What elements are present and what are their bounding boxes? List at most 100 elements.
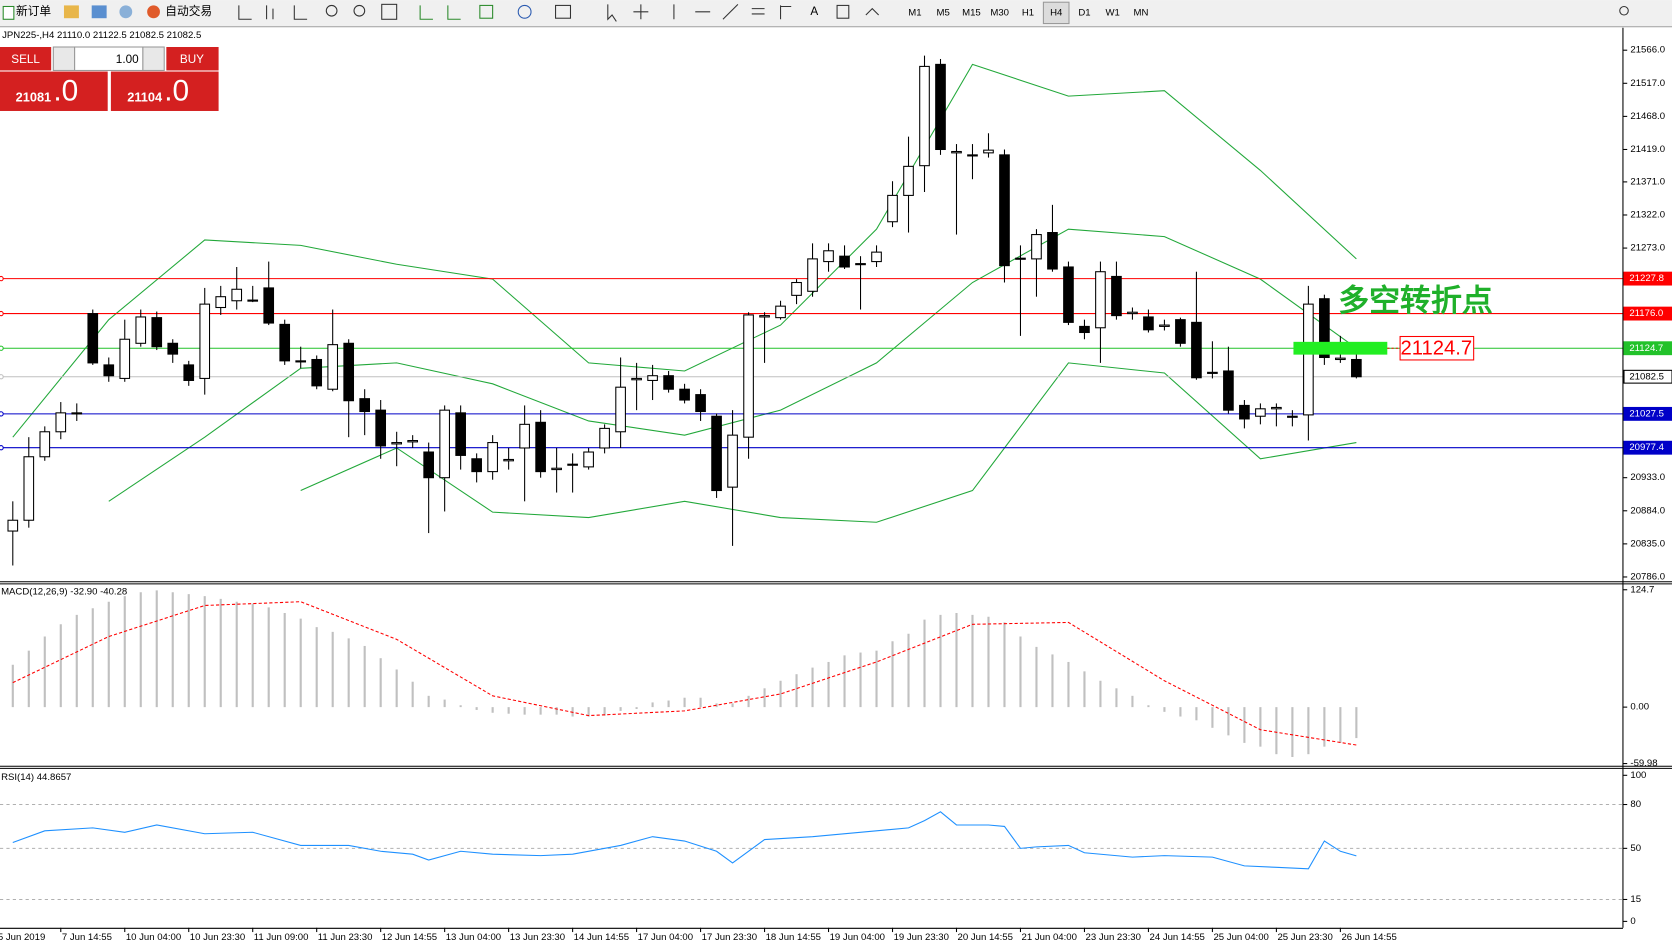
candle-body — [1095, 271, 1106, 329]
candle-body — [327, 344, 339, 390]
arrow-tool[interactable] — [865, 7, 880, 16]
level-price-box — [1623, 369, 1672, 384]
candle-body — [1239, 404, 1250, 420]
timeframe-button[interactable]: MN — [1134, 7, 1149, 18]
level-anchor — [0, 275, 4, 282]
candle-body — [727, 434, 738, 488]
axes: 21566.0 21517.0 21468.0 21419.0 21371.0 21322… — [0, 27, 1672, 929]
level-price-label: 21176.0 — [1629, 308, 1663, 319]
x-tick-label: 12 Jun 14:55 — [382, 932, 437, 943]
x-tick-label: 24 Jun 14:55 — [1150, 932, 1205, 943]
candle-body — [1159, 324, 1170, 327]
candle-body — [1047, 232, 1058, 270]
timeframe-button[interactable]: M15 — [962, 7, 981, 18]
sell-button[interactable] — [0, 47, 52, 71]
candle-body — [791, 281, 802, 296]
buy-label[interactable]: BUY — [180, 53, 204, 66]
lot-down[interactable] — [52, 46, 76, 71]
auto-trading-button[interactable]: 自动交易 — [165, 4, 212, 18]
x-tick-label: 11 Jun 23:30 — [318, 932, 373, 943]
candle-body — [695, 394, 706, 413]
auto-trading-icon[interactable] — [147, 5, 160, 19]
candle-body — [1271, 406, 1282, 410]
new-order-button[interactable]: 新订单 — [16, 4, 51, 18]
candle-body — [231, 288, 243, 302]
candle-body — [999, 154, 1010, 267]
lot-size[interactable]: 1.00 — [116, 53, 139, 66]
toolbar-icon[interactable] — [63, 5, 79, 19]
buy-price-decimal[interactable]: .0 — [164, 75, 189, 108]
candle-body — [247, 299, 259, 302]
sell-price-decimal[interactable]: .0 — [53, 75, 78, 108]
x-tick-label: 7 Jun 14:55 — [62, 932, 112, 943]
candle-body — [631, 377, 642, 381]
buy-price[interactable]: 21104 — [127, 90, 163, 105]
candle-body — [583, 451, 594, 468]
level-price-box — [1623, 440, 1672, 455]
candle-body — [807, 258, 818, 292]
y-tick-label: 20933.0 — [1630, 472, 1665, 483]
zoom-out[interactable] — [353, 4, 366, 17]
x-tick-label: 17 Jun 23:30 — [702, 932, 757, 943]
candle-body — [119, 338, 131, 379]
indicator-title: RSI(14) 44.8657 — [1, 772, 71, 783]
toolbar-icon[interactable] — [91, 5, 107, 19]
timeframe-button[interactable]: H4 — [1050, 7, 1063, 18]
candle-body — [199, 303, 211, 379]
candle-body — [983, 149, 994, 154]
text-tool[interactable]: A — [810, 5, 818, 18]
x-tick-label: 14 Jun 14:55 — [574, 932, 629, 943]
scroll-icons[interactable] — [419, 5, 461, 20]
candle-body — [279, 323, 291, 362]
candle-body — [71, 412, 83, 415]
buy-button[interactable] — [166, 47, 219, 71]
search[interactable] — [1619, 5, 1629, 16]
candle-body — [919, 65, 930, 167]
zoom-in[interactable] — [325, 4, 338, 17]
templates[interactable] — [555, 4, 572, 19]
timeframe-button[interactable]: M30 — [990, 7, 1009, 18]
y-tick-label: 80 — [1630, 799, 1641, 810]
y-tick-label: 0 — [1630, 916, 1635, 927]
y-tick-label: 21322.0 — [1630, 210, 1665, 221]
timeframe-button[interactable]: D1 — [1078, 7, 1090, 18]
level-price-label: 21124.7 — [1629, 343, 1663, 354]
chart-type-icons[interactable] — [238, 5, 308, 20]
candle-body — [1351, 358, 1362, 378]
candle-body — [1175, 319, 1186, 344]
candle-body — [1319, 298, 1330, 359]
sell-price[interactable]: 21081 — [16, 90, 52, 105]
candle-body — [951, 150, 962, 154]
drawing-tools[interactable] — [607, 3, 792, 22]
lot-up[interactable] — [142, 46, 165, 71]
level-price-label: 20977.4 — [1629, 442, 1664, 453]
timeframe-button[interactable]: M1 — [908, 7, 921, 18]
periods[interactable] — [517, 4, 532, 19]
candle-body — [295, 360, 307, 363]
label-tool[interactable] — [836, 4, 850, 19]
timeframe-button[interactable]: H1 — [1022, 7, 1034, 18]
candle-body — [663, 375, 674, 390]
active-timeframe[interactable] — [1042, 1, 1070, 25]
toolbar — [0, 0, 1672, 27]
sell-label[interactable]: SELL — [11, 53, 40, 66]
buy-price-box[interactable] — [110, 71, 219, 111]
candle-body — [1287, 415, 1298, 418]
new-order-icon[interactable] — [2, 5, 15, 20]
y-tick-label: 50 — [1630, 843, 1641, 854]
candle-body — [151, 317, 163, 348]
toolbar-icon[interactable] — [119, 5, 133, 19]
timeframe-button[interactable]: M5 — [937, 7, 950, 18]
sell-price-box[interactable] — [0, 71, 108, 111]
y-tick-label: 21566.0 — [1630, 45, 1665, 56]
x-tick-label: 19 Jun 23:30 — [894, 932, 949, 943]
x-tick-label: 26 Jun 14:55 — [1341, 932, 1396, 943]
indicators[interactable] — [479, 4, 494, 19]
y-tick-label: 20786.0 — [1630, 571, 1665, 582]
x-tick-label: 25 Jun 23:30 — [1277, 932, 1332, 943]
candle-body — [1063, 266, 1074, 323]
candle-body — [599, 427, 610, 449]
tile-windows[interactable] — [381, 3, 398, 20]
timeframe-button[interactable]: W1 — [1106, 7, 1120, 18]
level-price-label: 21227.8 — [1629, 273, 1664, 284]
